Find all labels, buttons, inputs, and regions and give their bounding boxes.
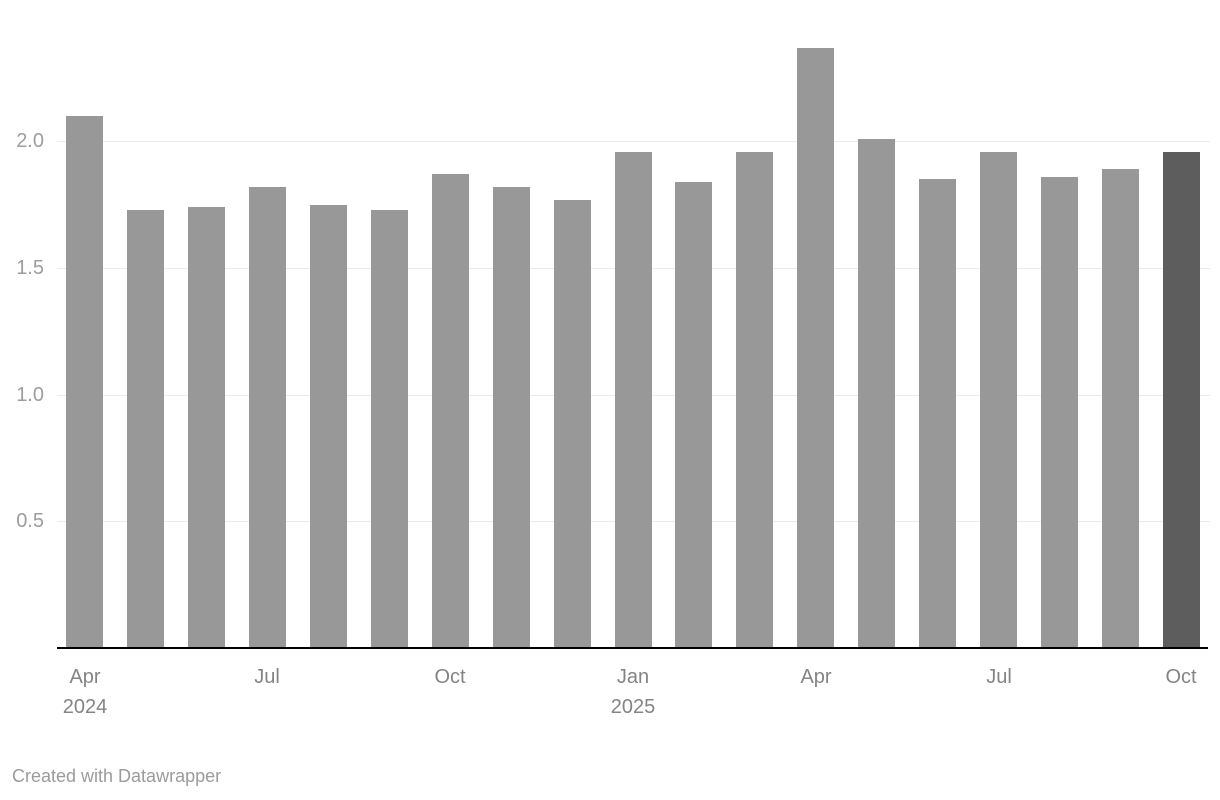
x-axis-tick-line: Apr [69, 666, 101, 688]
x-axis-tick-label-apr: Apr [800, 662, 831, 692]
bar-dec-2024[interactable] [554, 200, 591, 647]
bar-jun-2024[interactable] [188, 207, 225, 647]
x-axis-line [57, 647, 1208, 649]
bar-jul-2025[interactable] [980, 152, 1017, 647]
bar-sep-2024[interactable] [371, 210, 408, 647]
x-axis-tick-label-oct: Oct [434, 662, 465, 692]
y-axis-tick-label: 2.0 [16, 130, 44, 152]
x-axis-tick-line: Jul [254, 666, 280, 688]
x-axis-tick-label-jul: Jul [254, 662, 280, 692]
bar-apr-2025[interactable] [797, 48, 834, 647]
bar-aug-2025[interactable] [1041, 177, 1078, 647]
bar-jun-2025[interactable] [919, 179, 956, 647]
gridline-2.0 [57, 141, 1210, 142]
bar-oct-2025[interactable] [1163, 152, 1200, 647]
bar-sep-2025[interactable] [1102, 169, 1139, 647]
y-axis-tick-label: 1.5 [16, 257, 44, 279]
bar-may-2025[interactable] [858, 139, 895, 647]
x-axis-tick-label-apr-2024: Apr 2024 [63, 662, 108, 722]
bar-nov-2024[interactable] [493, 187, 530, 647]
bar-apr-2024[interactable] [66, 116, 103, 647]
bar-aug-2024[interactable] [310, 205, 347, 647]
x-axis-tick-line: Oct [1165, 666, 1197, 688]
y-axis-tick-label: 0.5 [16, 510, 44, 532]
bar-feb-2025[interactable] [675, 182, 712, 647]
x-axis-tick-label-jan-2025: Jan 2025 [611, 662, 656, 722]
x-axis-tick-line: 2024 [62, 696, 108, 718]
bar-mar-2025[interactable] [736, 152, 773, 647]
bar-may-2024[interactable] [127, 210, 164, 647]
x-axis-tick-line: Apr [800, 666, 832, 688]
x-axis-tick-line: Oct [434, 666, 466, 688]
x-axis-tick-label-oct: Oct [1165, 662, 1196, 692]
x-axis-tick-label-jul: Jul [986, 662, 1012, 692]
bar-jan-2025[interactable] [615, 152, 652, 647]
y-axis-tick-label: 1.0 [16, 384, 44, 406]
bar-oct-2024[interactable] [432, 174, 469, 647]
x-axis-tick-line: Jul [986, 666, 1012, 688]
bar-jul-2024[interactable] [249, 187, 286, 647]
x-axis-tick-line: Jan [616, 666, 650, 688]
x-axis-tick-line: 2025 [610, 696, 656, 718]
datawrapper-credit-link[interactable]: Created with Datawrapper [12, 766, 222, 786]
